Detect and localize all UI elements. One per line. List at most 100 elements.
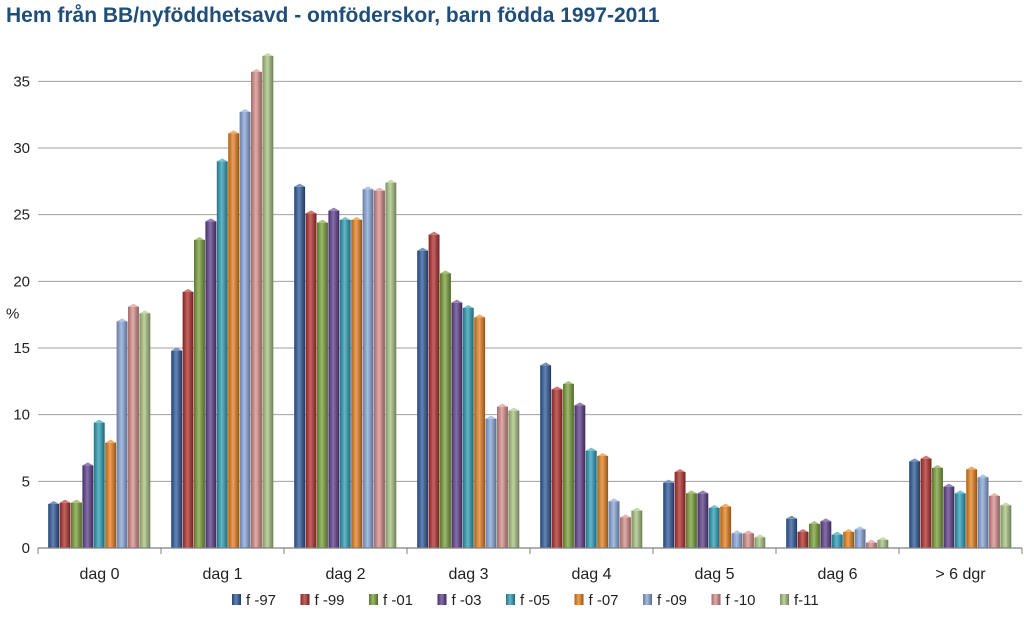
bar-cap bbox=[374, 187, 385, 191]
bar-cap bbox=[339, 217, 351, 220]
bar-f-99-dag-2 bbox=[305, 213, 317, 548]
bar-cap bbox=[105, 439, 117, 443]
bar-f-07-dag-4 bbox=[597, 456, 609, 548]
bar-cap bbox=[48, 501, 60, 504]
bar-f-01-dag-5 bbox=[686, 493, 697, 548]
bar-f-03-dag-5 bbox=[697, 493, 709, 548]
bar-f-11-dag-3 bbox=[508, 410, 520, 548]
bar-f-07-dag-5 bbox=[720, 506, 732, 548]
legend-swatch bbox=[369, 594, 378, 605]
bar-f-03-dag-1 bbox=[205, 221, 217, 548]
bar-cap bbox=[417, 247, 429, 251]
y-tick-label: 0 bbox=[22, 540, 30, 557]
legend-label: f -09 bbox=[657, 592, 687, 609]
bar-cap bbox=[866, 539, 877, 543]
bar-f-05--6-dgr bbox=[954, 493, 966, 548]
bar-f-07-dag-6 bbox=[843, 532, 855, 548]
bar-f-11-dag-0 bbox=[139, 313, 151, 548]
bar-cap bbox=[171, 347, 183, 351]
bar-f-03-dag-0 bbox=[82, 465, 94, 548]
bar-cap bbox=[708, 505, 720, 508]
x-category-label: dag 3 bbox=[448, 566, 488, 583]
bar-cap bbox=[239, 109, 251, 112]
bar-f-09-dag-6 bbox=[854, 529, 866, 548]
bar-f-11-dag-5 bbox=[754, 537, 766, 548]
legend-label: f -97 bbox=[246, 592, 276, 609]
bar-cap bbox=[754, 534, 766, 538]
bar-cap bbox=[508, 407, 520, 411]
bar-f-10--6-dgr bbox=[989, 496, 1000, 548]
bar-cap bbox=[205, 218, 217, 222]
bar-cap bbox=[574, 402, 586, 406]
bar-f-07-dag-1 bbox=[228, 133, 240, 548]
bar-f-09-dag-2 bbox=[362, 189, 374, 548]
bar-f-97--6-dgr bbox=[909, 461, 921, 548]
legend-swatch bbox=[437, 594, 447, 605]
bar-f-07-dag-0 bbox=[105, 442, 117, 548]
bar-cap bbox=[731, 530, 743, 534]
bar-cap bbox=[663, 479, 675, 483]
bar-f-10-dag-4 bbox=[620, 517, 631, 548]
bar-f-09-dag-4 bbox=[608, 501, 620, 548]
bar-cap bbox=[82, 462, 94, 466]
y-tick-label: 35 bbox=[13, 73, 30, 90]
bar-cap bbox=[608, 498, 620, 502]
legend-label: f-11 bbox=[794, 592, 819, 609]
bar-cap bbox=[920, 455, 932, 459]
bar-f-03-dag-2 bbox=[328, 210, 340, 549]
bar-f-05-dag-2 bbox=[339, 220, 351, 548]
legend-label: f -05 bbox=[520, 592, 550, 609]
legend-swatch bbox=[780, 594, 789, 605]
bar-cap bbox=[620, 514, 631, 518]
bar-cap bbox=[977, 474, 989, 478]
bar-f-10-dag-6 bbox=[866, 542, 877, 548]
bar-cap bbox=[328, 207, 340, 211]
bar-cap bbox=[551, 386, 563, 390]
x-category-label: dag 4 bbox=[571, 566, 611, 583]
bar-f-05-dag-6 bbox=[831, 534, 843, 548]
bar-cap bbox=[585, 447, 597, 451]
bar-cap bbox=[362, 186, 374, 190]
bar-cap bbox=[686, 490, 697, 494]
bar-f-97-dag-1 bbox=[171, 350, 183, 548]
bar-f-05-dag-1 bbox=[216, 161, 228, 548]
bar-f-05-dag-0 bbox=[93, 422, 105, 548]
bar-f-09-dag-5 bbox=[731, 533, 743, 548]
bar-cap bbox=[462, 305, 474, 308]
bar-cap bbox=[877, 537, 889, 540]
bar-cap bbox=[909, 458, 921, 462]
bar-f-01-dag-6 bbox=[809, 524, 820, 548]
legend-swatch bbox=[300, 594, 310, 605]
legend-swatch bbox=[643, 594, 652, 605]
bar-f-99-dag-4 bbox=[551, 389, 563, 548]
bar-f-03-dag-6 bbox=[820, 521, 832, 548]
legend-label: f -01 bbox=[383, 592, 413, 609]
bar-f-01-dag-2 bbox=[317, 222, 328, 549]
bar-cap bbox=[843, 529, 855, 532]
bar-f-97-dag-2 bbox=[294, 186, 306, 549]
bar-cap bbox=[128, 303, 139, 307]
bar-f-01-dag-3 bbox=[440, 273, 451, 548]
bar-cap bbox=[854, 526, 866, 530]
bar-cap bbox=[1000, 502, 1012, 506]
bar-f-99-dag-3 bbox=[428, 234, 440, 549]
bar-cap bbox=[720, 503, 732, 507]
bar-cap bbox=[59, 499, 71, 503]
bar-f-99-dag-0 bbox=[59, 502, 71, 548]
chart-title: Hem från BB/nyföddhetsavd - omföderskor,… bbox=[6, 4, 660, 27]
bar-f-11-dag-2 bbox=[385, 182, 397, 549]
bar-cap bbox=[989, 493, 1000, 496]
bar-cap bbox=[351, 217, 363, 220]
bar-f-97-dag-3 bbox=[417, 250, 429, 549]
legend-swatch bbox=[232, 594, 241, 605]
x-category-label: dag 6 bbox=[817, 566, 857, 583]
bar-f-97-dag-0 bbox=[48, 504, 60, 548]
y-tick-label: 15 bbox=[13, 340, 30, 357]
y-tick-label: 5 bbox=[22, 473, 30, 490]
bar-f-09--6-dgr bbox=[977, 477, 989, 548]
bar-f-09-dag-1 bbox=[239, 112, 251, 548]
bar-f-10-dag-2 bbox=[374, 190, 385, 549]
bar-f-11-dag-1 bbox=[262, 56, 274, 548]
bar-f-01-dag-1 bbox=[194, 240, 205, 548]
bar-cap bbox=[294, 183, 306, 187]
